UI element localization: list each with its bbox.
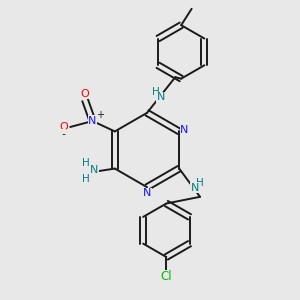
Text: H: H: [196, 178, 204, 188]
Text: H: H: [152, 87, 160, 97]
Text: N: N: [143, 188, 151, 198]
Text: O: O: [81, 89, 89, 99]
Text: H: H: [82, 174, 90, 184]
Text: Cl: Cl: [160, 270, 172, 284]
Text: N: N: [191, 183, 199, 193]
Text: N: N: [180, 125, 189, 135]
Text: H: H: [82, 158, 90, 168]
Text: N: N: [90, 165, 98, 175]
Text: +: +: [96, 110, 104, 120]
Text: N: N: [88, 116, 97, 126]
Text: O: O: [59, 122, 68, 132]
Text: N: N: [157, 92, 165, 102]
Text: -: -: [62, 129, 66, 140]
